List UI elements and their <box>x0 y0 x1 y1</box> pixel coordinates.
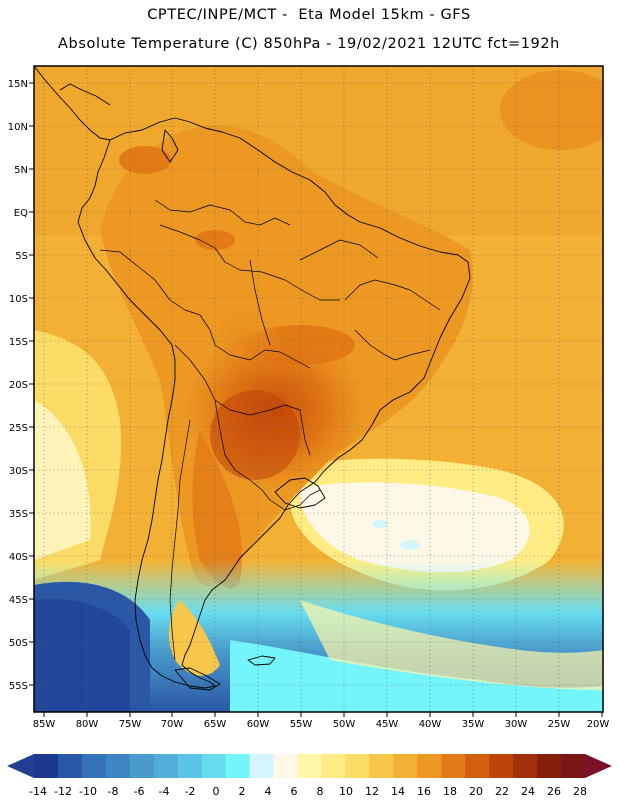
colorbar-label: 14 <box>391 785 405 798</box>
lat-label: 25S <box>9 423 28 434</box>
colorbar-label: 2 <box>239 785 246 798</box>
colorbar-under-arrow <box>7 754 34 778</box>
lat-label: 15N <box>8 79 28 90</box>
colorbar-cell <box>81 754 107 778</box>
lat-label: 35S <box>9 509 28 520</box>
central-america-coastline <box>34 66 111 141</box>
colorbar-cell <box>561 754 586 778</box>
colorbar-cell <box>393 754 418 778</box>
colorbar-cell <box>369 754 394 778</box>
colorbar-cell <box>105 754 131 778</box>
colorbar-label: 28 <box>573 785 587 798</box>
colorbar-label: 4 <box>265 785 272 798</box>
lon-label: 70W <box>161 719 184 730</box>
country-borders <box>99 199 441 661</box>
colorbar-label: 10 <box>339 785 353 798</box>
colorbar-cell <box>249 754 275 778</box>
colorbar-over-arrow <box>585 754 612 778</box>
lat-label: 10N <box>8 122 28 133</box>
lat-label: 55S <box>9 681 28 692</box>
falklands <box>247 655 276 666</box>
tick-marks <box>29 82 603 717</box>
colorbar-label: 20 <box>469 785 483 798</box>
colorbar-cell <box>57 754 83 778</box>
colorbar-cell <box>153 754 179 778</box>
colorbar-cell <box>201 754 227 778</box>
colorbar-label: 12 <box>365 785 379 798</box>
lon-label: 65W <box>204 719 227 730</box>
colorbar-cell <box>129 754 155 778</box>
lon-label: 60W <box>247 719 270 730</box>
lon-label: 75W <box>119 719 142 730</box>
lat-label: EQ <box>14 208 28 219</box>
lat-label: 20S <box>9 380 28 391</box>
colorbar: -14 -12 -10 -8 -6 -4 -2 0 2 4 6 8 10 12 … <box>7 754 612 798</box>
colorbar-label: -2 <box>185 785 196 798</box>
latitude-labels: 15N 10N 5N EQ 5S 10S 15S 20S 25S 30S 35S… <box>8 79 28 692</box>
colorbar-label: 22 <box>495 785 509 798</box>
colorbar-cell <box>513 754 538 778</box>
map-title-line2: Absolute Temperature (C) 850hPa - 19/02/… <box>58 36 560 52</box>
colorbar-cell <box>345 754 370 778</box>
lat-label: 5S <box>15 251 28 262</box>
lon-label: 35W <box>462 719 485 730</box>
colorbar-label: -6 <box>134 785 145 798</box>
colorbar-label: -8 <box>108 785 119 798</box>
colorbar-cell <box>177 754 203 778</box>
lat-label: 50S <box>9 638 28 649</box>
colorbar-label: -14 <box>29 785 47 798</box>
lat-label: 45S <box>9 595 28 606</box>
lon-label: 50W <box>333 719 356 730</box>
longitude-labels: 85W 80W 75W 70W 65W 60W 55W 50W 45W 40W … <box>33 719 610 730</box>
colorbar-label: 6 <box>291 785 298 798</box>
colorbar-cell <box>225 754 251 778</box>
colorbar-label: -12 <box>54 785 72 798</box>
colorbar-label: 18 <box>443 785 457 798</box>
colorbar-label: 0 <box>213 785 220 798</box>
colorbar-label: 26 <box>547 785 561 798</box>
lat-label: 40S <box>9 552 28 563</box>
tierra-del-fuego <box>174 667 221 691</box>
colorbar-label: -4 <box>159 785 170 798</box>
map-title-line1: CPTEC/INPE/MCT - Eta Model 15km - GFS <box>147 7 471 23</box>
colorbar-cell <box>465 754 490 778</box>
colorbar-cell <box>321 754 346 778</box>
colorbar-cell <box>489 754 514 778</box>
south-america-coastline <box>77 117 471 689</box>
colorbar-cell <box>537 754 562 778</box>
colorbar-label: 16 <box>417 785 431 798</box>
colorbar-cell <box>273 754 299 778</box>
lat-label: 15S <box>9 337 28 348</box>
lon-label: 55W <box>290 719 313 730</box>
map-frame <box>33 65 604 713</box>
lon-label: 25W <box>548 719 571 730</box>
lat-label: 10S <box>9 294 28 305</box>
lat-label: 5N <box>14 165 28 176</box>
lat-label: 30S <box>9 466 28 477</box>
lon-label: 30W <box>505 719 528 730</box>
colorbar-cell <box>297 754 322 778</box>
coastlines-borders <box>34 66 471 691</box>
lon-label: 20W <box>587 719 610 730</box>
colorbar-cell <box>441 754 466 778</box>
graticule <box>34 66 603 712</box>
temperature-field <box>34 66 603 712</box>
colorbar-label: -10 <box>79 785 97 798</box>
lon-label: 40W <box>419 719 442 730</box>
colorbar-label: 8 <box>317 785 324 798</box>
colorbar-cell <box>417 754 442 778</box>
lon-label: 80W <box>76 719 99 730</box>
colorbar-label: 24 <box>521 785 535 798</box>
lon-label: 45W <box>376 719 399 730</box>
uruguay-outline <box>274 477 326 509</box>
lon-label: 85W <box>33 719 56 730</box>
colorbar-cell <box>34 754 59 778</box>
